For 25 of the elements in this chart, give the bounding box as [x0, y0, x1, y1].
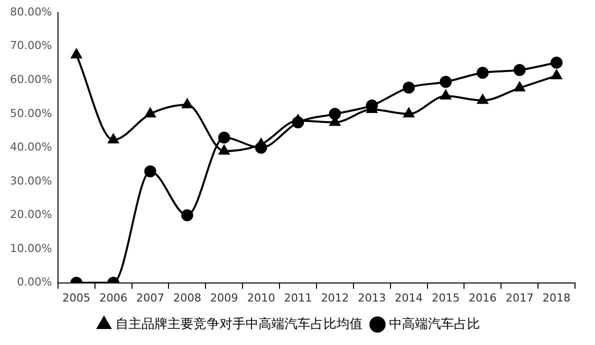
y-tick-label: 10.00% — [10, 242, 52, 255]
x-tick-label: 2007 — [136, 291, 164, 304]
x-tick-label: 2014 — [394, 291, 423, 304]
y-tick-label: 0.00% — [16, 276, 52, 289]
y-tick-label: 20.00% — [10, 208, 52, 222]
y-tick-label: 50.00% — [10, 106, 52, 120]
y-tick-label: 70.00% — [10, 39, 52, 52]
y-tick-label: 60.00% — [10, 73, 52, 86]
x-tick-label: 2017 — [506, 291, 534, 304]
y-tick-label: 30.00% — [10, 174, 52, 188]
y-tick-label: 80.00% — [10, 5, 52, 18]
x-tick-label: 2010 — [247, 291, 276, 304]
y-tick-label: 40.00% — [10, 140, 52, 154]
x-tick-label: 2018 — [542, 291, 571, 304]
x-tick-label: 2012 — [320, 291, 349, 304]
x-tick-label: 2009 — [210, 291, 238, 304]
x-tick-label: 2011 — [284, 291, 312, 304]
x-tick-label: 2015 — [432, 291, 460, 304]
x-tick-label: 2008 — [173, 291, 202, 304]
x-tick-label: 2013 — [358, 291, 386, 304]
legend-label: 自主品牌主要竞争对手中高端汽车占比均值 — [116, 316, 362, 332]
x-tick-label: 2016 — [468, 291, 497, 304]
x-tick-label: 2005 — [62, 291, 90, 304]
x-tick-label: 2006 — [99, 291, 128, 304]
legend-label: 中高端汽车占比 — [389, 316, 480, 332]
